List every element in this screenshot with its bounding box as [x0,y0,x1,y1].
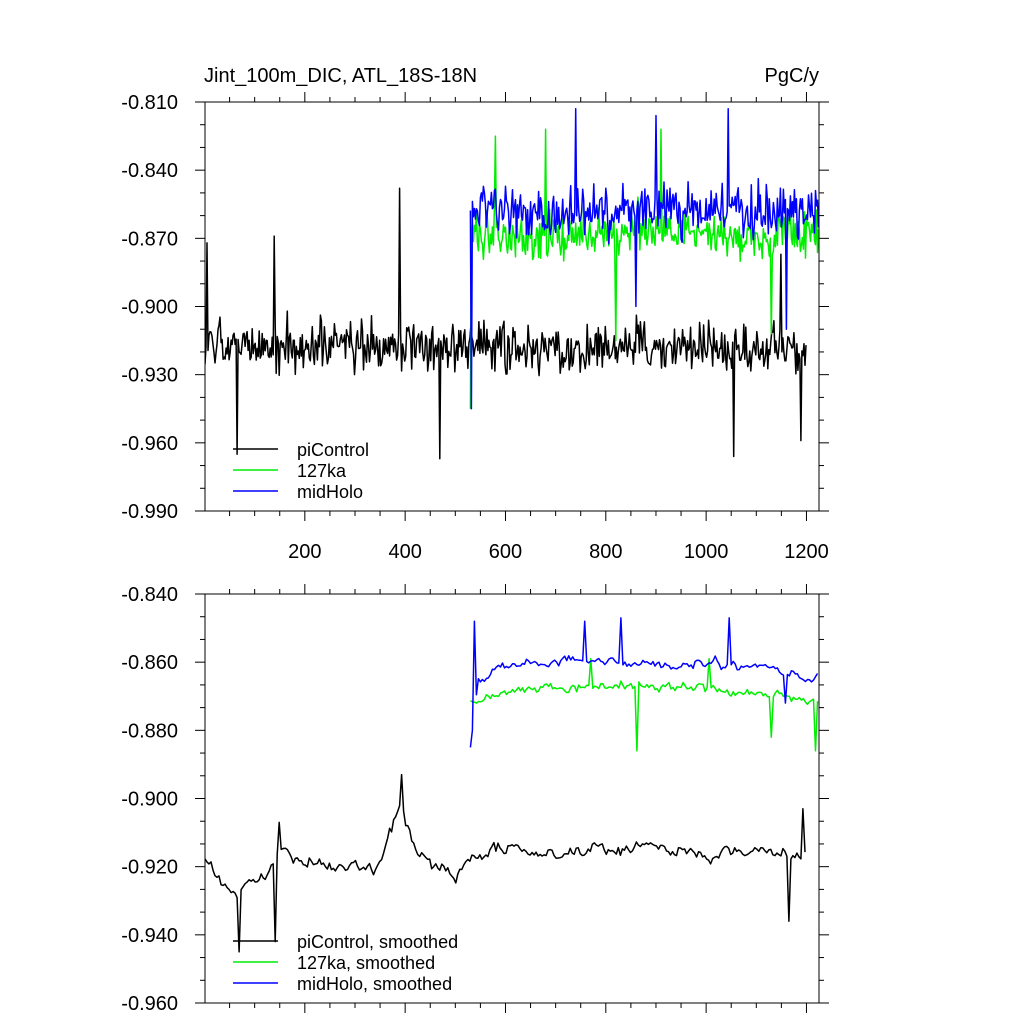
top-panel-units: PgC/y [765,65,819,87]
y-tick-label: -0.900 [121,789,178,811]
x-tick-label: 400 [388,541,421,563]
x-tick-label: 800 [589,541,622,563]
bottom-panel-legend: piControl, smoothed 127ka, smoothed midH… [233,932,458,994]
x-tick-label: 1000 [684,541,729,563]
x-tick-label: 600 [489,541,522,563]
bottom-panel: -0.840 -0.860 -0.880 -0.900 -0.920 -0.940 -0.9… [121,584,829,1015]
top-panel-axes: -0.810 -0.840 -0.870 -0.900 -0.930 -0.960 -0.9… [121,92,829,563]
legend-label-127ka: 127ka [297,461,347,481]
y-tick-label: -0.960 [121,993,178,1015]
y-tick-label: -0.930 [121,365,178,387]
y-tick-label: -0.840 [121,584,178,606]
series-line-127ka-smoothed [469,658,819,752]
top-panel-title: Jint_100m_DIC, ATL_18S-18N [204,65,477,87]
x-tick-label: 1200 [784,541,829,563]
legend-label-127ka-smoothed: 127ka, smoothed [297,953,435,973]
series-line-midholo-smoothed [469,617,819,748]
x-tick-label: 200 [288,541,321,563]
legend-label-picontrol-smoothed: piControl, smoothed [297,932,458,952]
legend-label-midholo-smoothed: midHolo, smoothed [297,974,452,994]
y-tick-label: -0.810 [121,92,178,114]
top-panel: Jint_100m_DIC, ATL_18S-18N PgC/y -0.810-… [121,65,829,563]
y-tick-label: -0.860 [121,652,178,674]
series-line-picontrol [205,187,807,460]
y-tick-label: -0.990 [121,501,178,523]
y-tick-label: -0.940 [121,925,178,947]
legend-label-picontrol: piControl [297,440,369,460]
y-tick-label: -0.880 [121,720,178,742]
legend-label-midholo: midHolo [297,482,363,502]
y-tick-label: -0.920 [121,857,178,879]
y-tick-label: -0.960 [121,433,178,455]
y-tick-label: -0.840 [121,160,178,182]
top-panel-legend: piControl 127ka midHolo [233,440,369,502]
bottom-panel-series-layer [205,617,819,953]
bottom-panel-axes: -0.840 -0.860 -0.880 -0.900 -0.920 -0.940 -0.9… [121,584,829,1015]
y-tick-label: -0.870 [121,228,178,250]
series-line-picontrol-smoothed [205,773,806,953]
top-panel-series-layer [205,108,819,460]
series-line-midholo [469,108,819,410]
y-tick-label: -0.900 [121,297,178,319]
